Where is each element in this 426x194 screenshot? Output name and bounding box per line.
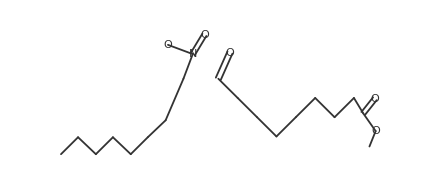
Text: O: O — [200, 30, 209, 40]
Text: N: N — [189, 49, 197, 59]
Text: O: O — [164, 40, 173, 50]
Text: O: O — [371, 94, 379, 104]
Text: O: O — [371, 126, 380, 136]
Text: O: O — [226, 48, 234, 58]
